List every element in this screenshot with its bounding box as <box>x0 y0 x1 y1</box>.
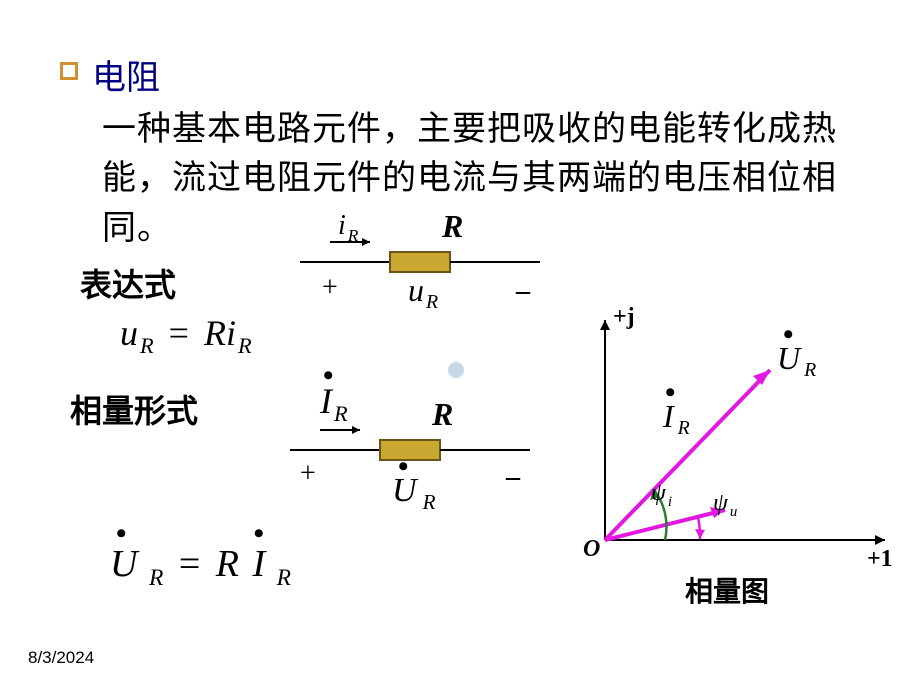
slide: 电阻 一种基本电路元件，主要把吸收的电能转化成热能，流过电阻元件的电流与其两端的… <box>0 0 920 690</box>
sign-minus2: _ <box>506 452 520 484</box>
axis-1: +1 <box>867 546 893 573</box>
axis-j: +j <box>613 304 635 331</box>
label-R1: R <box>442 208 463 245</box>
sym-eq: = <box>169 313 189 353</box>
sym-Rcoef: R <box>204 313 226 353</box>
equation-time-domain: uR = RiR <box>120 312 252 359</box>
sub-r3: R <box>149 565 163 591</box>
label-IR-phasor: •IR <box>320 380 348 427</box>
sym-Rcoef2: R <box>216 543 239 585</box>
sym-i: i <box>226 313 236 353</box>
sym-eq2: = <box>179 543 200 585</box>
label-R2: R <box>432 396 453 433</box>
sym-u: u <box>120 313 138 353</box>
label-expression: 表达式 <box>80 260 176 306</box>
phasor-diagram: +j +1 O •UR •IR ψi ψu 相量图 <box>555 310 905 610</box>
label-psi-u: ψu <box>713 490 737 521</box>
circle-marker <box>448 362 464 378</box>
sub-r4: R <box>277 565 291 591</box>
sub-r2: R <box>238 333 252 358</box>
circuit-phasor: •IR R + •UR _ <box>280 400 540 490</box>
sub-r: R <box>140 333 154 358</box>
equation-phasor: • U R = R • I R <box>110 542 291 592</box>
label-uR: uR <box>408 272 438 314</box>
sign-plus1: + <box>322 272 338 304</box>
sign-plus2: + <box>300 458 316 490</box>
phasor-caption: 相量图 <box>685 570 769 610</box>
sign-minus1: _ <box>516 266 530 298</box>
label-UR-vec: •UR <box>777 340 816 382</box>
label-IR-vec: •IR <box>663 398 690 440</box>
title-row: 电阻 <box>60 50 880 99</box>
label-phasor-form: 相量形式 <box>70 386 198 432</box>
bullet-icon <box>60 62 78 80</box>
axis-origin: O <box>583 536 600 563</box>
circuit-time-domain: iR R + uR _ <box>290 222 550 312</box>
label-UR-phasor: •UR <box>392 472 435 515</box>
label-iR: iR <box>338 210 358 246</box>
phasor-svg <box>555 310 905 600</box>
section-title: 电阻 <box>92 50 160 99</box>
footer-date: 8/3/2024 <box>28 648 94 668</box>
label-psi-i: ψi <box>651 480 672 511</box>
